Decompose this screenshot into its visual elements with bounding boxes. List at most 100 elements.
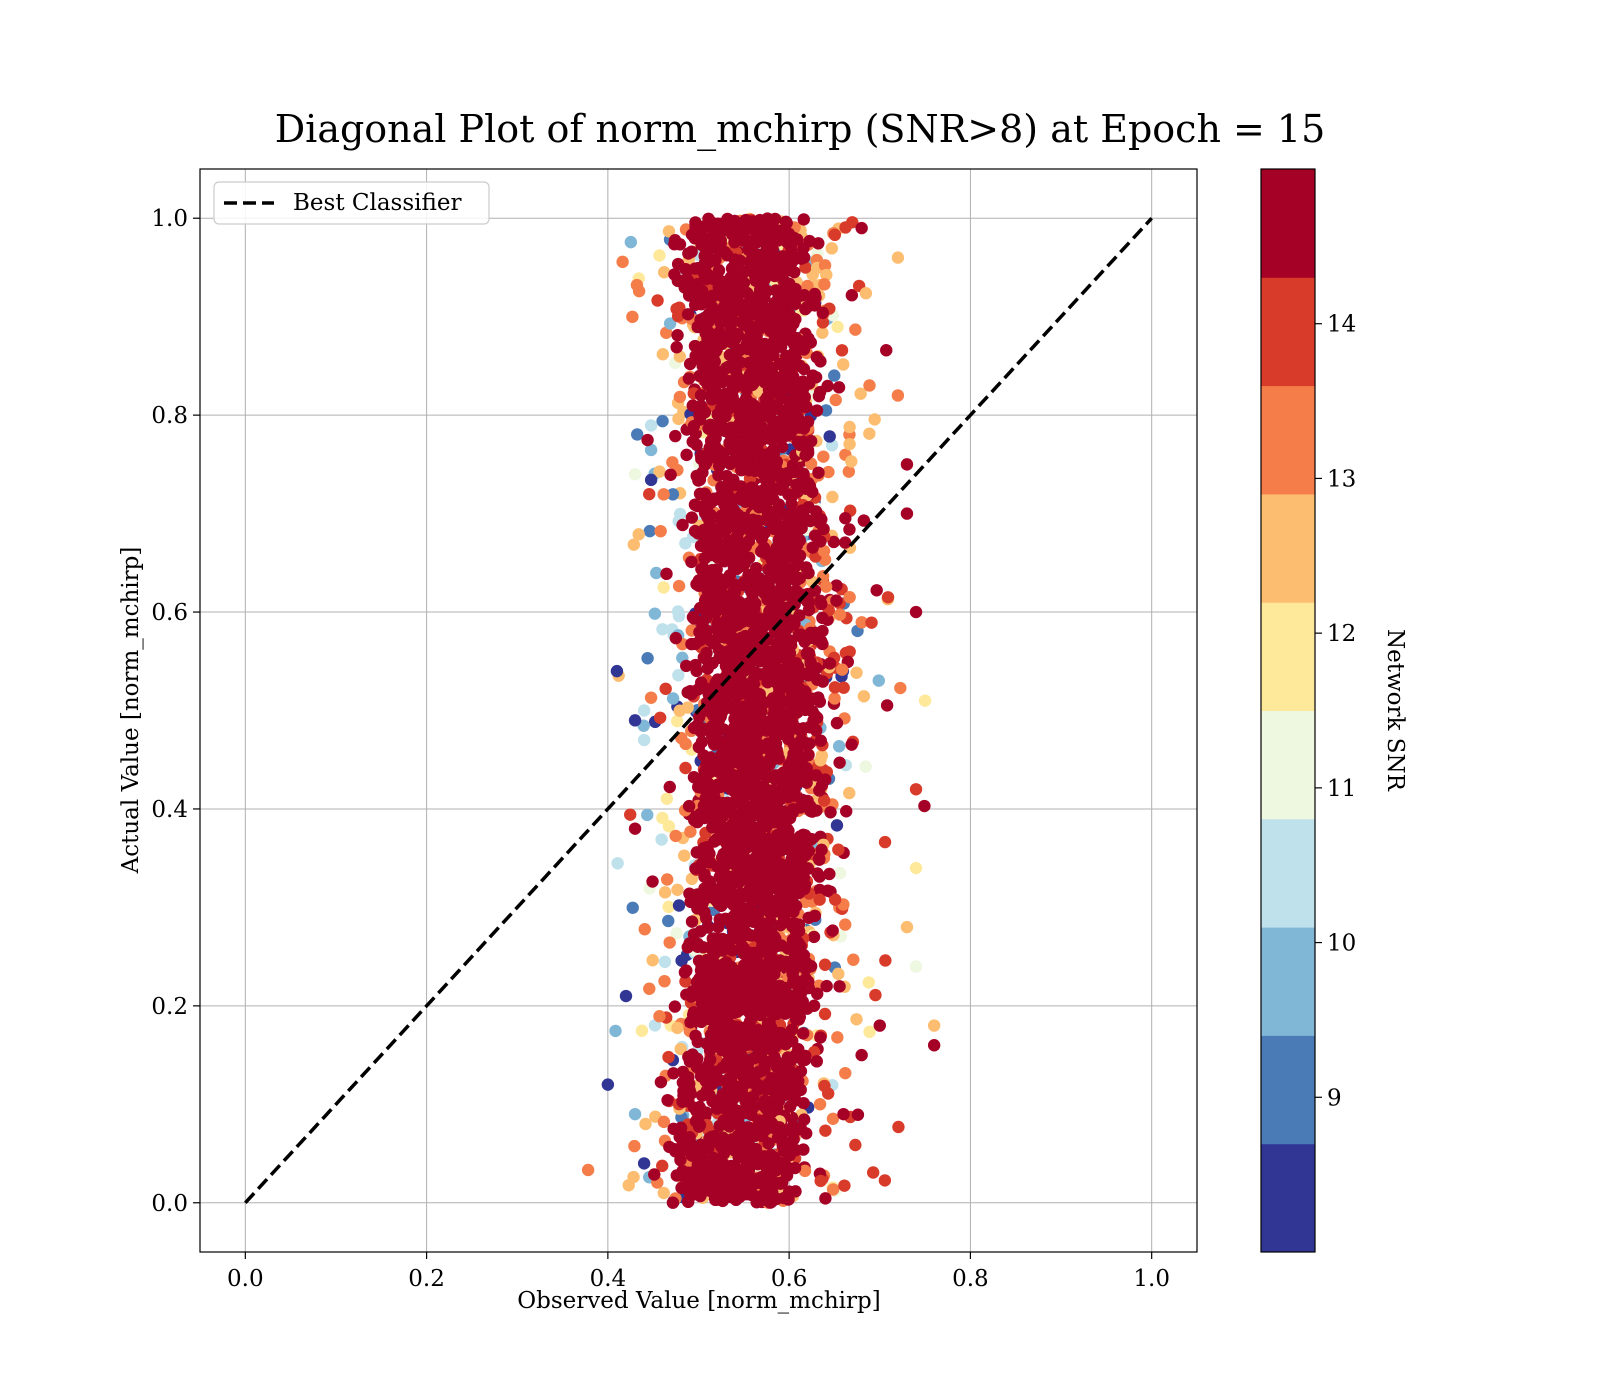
scatter-point <box>671 883 684 896</box>
scatter-point <box>700 1106 713 1119</box>
scatter-outlier-point <box>909 861 923 875</box>
scatter-point <box>753 924 767 937</box>
scatter-point <box>760 771 774 784</box>
scatter-point <box>734 490 747 503</box>
scatter-point <box>825 242 838 255</box>
scatter-point <box>832 967 845 981</box>
scatter-point <box>689 221 702 235</box>
scatter-point <box>833 608 847 621</box>
scatter-point <box>685 511 699 524</box>
scatter-point <box>672 579 686 593</box>
y-axis-ticks: 0.00.20.40.60.81.0 <box>151 206 200 1217</box>
scatter-point <box>720 845 733 858</box>
scatter-point <box>694 1065 708 1078</box>
scatter-point <box>664 468 677 481</box>
scatter-point <box>660 792 674 805</box>
scatter-point <box>918 799 931 813</box>
scatter-point <box>802 844 816 858</box>
scatter-point <box>802 911 815 924</box>
scatter-point <box>735 1169 749 1182</box>
scatter-point <box>812 237 825 250</box>
scatter-point <box>762 786 776 799</box>
scatter-point <box>800 776 813 789</box>
scatter-point <box>798 390 811 404</box>
scatter-point <box>756 865 769 878</box>
scatter-point <box>663 780 676 794</box>
scatter-point <box>793 438 807 452</box>
scatter-point <box>626 310 639 324</box>
scatter-point <box>863 427 876 440</box>
scatter-point <box>769 737 783 750</box>
scatter-point <box>757 1178 771 1192</box>
scatter-point <box>716 932 729 946</box>
scatter-point <box>688 298 702 312</box>
scatter-point <box>828 692 841 705</box>
scatter-point <box>798 738 811 751</box>
scatter-point <box>701 244 714 258</box>
scatter-point <box>752 1023 765 1037</box>
scatter-point <box>878 835 892 849</box>
scatter-point <box>718 1135 731 1148</box>
scatter-outlier-point <box>637 733 651 747</box>
scatter-point <box>837 681 850 694</box>
scatter-point <box>731 1005 744 1018</box>
scatter-point <box>673 390 687 404</box>
scatter-point <box>817 450 830 463</box>
scatter-point <box>747 895 760 908</box>
scatter-point <box>708 835 721 848</box>
scatter-point <box>730 329 744 343</box>
scatter-point <box>831 320 844 334</box>
scatter-point <box>736 1142 749 1155</box>
scatter-point <box>695 231 708 245</box>
scatter-point <box>854 387 867 400</box>
scatter-point <box>638 923 651 936</box>
scatter-point <box>862 976 875 989</box>
scatter-point <box>828 893 842 906</box>
scatter-point <box>768 1041 782 1054</box>
scatter-point <box>720 977 733 991</box>
scatter-point <box>672 669 685 682</box>
scatter-point <box>760 755 774 769</box>
scatter-point <box>865 616 878 629</box>
scatter-point <box>681 701 694 714</box>
scatter-point <box>735 742 749 755</box>
colorbar-segment <box>1261 1143 1315 1253</box>
scatter-point <box>668 1000 682 1013</box>
scatter-point <box>811 673 824 686</box>
scatter-point <box>701 662 714 675</box>
scatter-point <box>808 529 822 542</box>
scatter-point <box>671 1021 684 1035</box>
scatter-point <box>724 320 737 333</box>
scatter-point <box>769 284 783 297</box>
scatter-point <box>811 867 824 880</box>
scatter-outlier-point <box>610 664 624 678</box>
scatter-point <box>729 380 743 394</box>
colorbar-segment <box>1261 277 1315 387</box>
scatter-point <box>763 1017 776 1030</box>
scatter-point <box>843 786 856 800</box>
scatter-point <box>669 829 682 843</box>
scatter-point <box>826 1112 840 1125</box>
scatter-point <box>679 737 692 751</box>
scatter-point <box>773 264 786 277</box>
scatter-point <box>694 1171 707 1184</box>
scatter-point <box>816 637 829 651</box>
scatter-point <box>700 502 713 516</box>
scatter-point <box>782 528 796 541</box>
scatter-point <box>764 411 777 425</box>
scatter-point <box>632 528 645 541</box>
scatter-point <box>749 883 763 897</box>
scatter-outlier-point <box>900 920 914 934</box>
scatter-outlier-point <box>855 1048 868 1062</box>
scatter-point <box>823 430 836 443</box>
scatter-point <box>831 1031 844 1044</box>
scatter-point <box>635 1024 649 1037</box>
scatter-point <box>789 1086 802 1100</box>
scatter-point <box>816 611 829 625</box>
scatter-point <box>657 581 670 594</box>
scatter-point <box>777 1191 791 1205</box>
scatter-point <box>734 544 747 557</box>
scatter-point <box>648 1019 662 1032</box>
scatter-point <box>804 959 818 973</box>
